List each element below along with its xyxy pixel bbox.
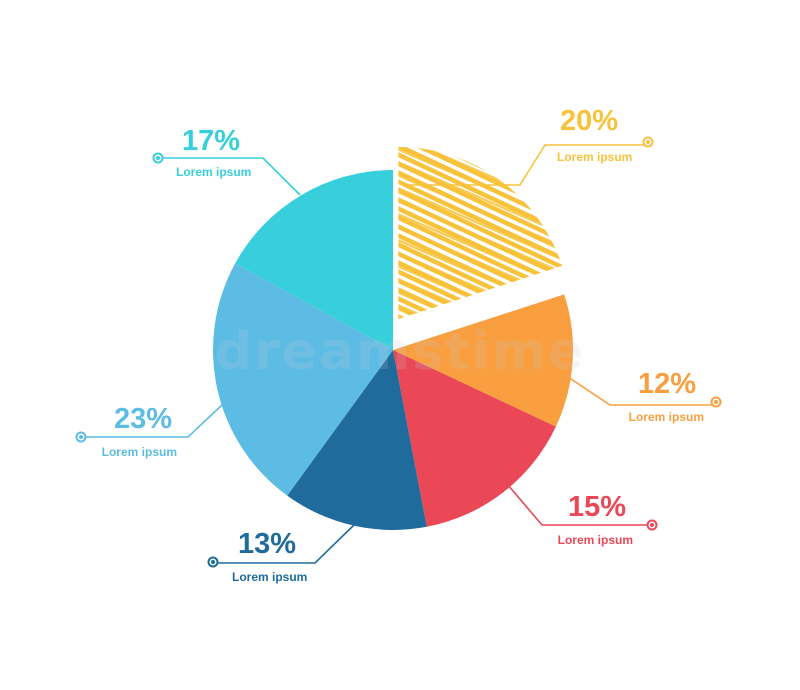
slice-percent-label: 13% [238, 528, 296, 560]
slice-3 [393, 350, 556, 527]
slice-percent-label: 23% [114, 403, 172, 435]
slice-sub-label: Lorem ipsum [176, 165, 251, 179]
slice-percent-label: 12% [638, 368, 696, 400]
leader-dot-center [714, 400, 718, 404]
pie-slices [212, 147, 573, 530]
slice-5 [212, 263, 393, 496]
slice-4 [287, 350, 427, 530]
leader-line [405, 144, 648, 186]
callout-2: 12% Lorem ipsum [564, 368, 722, 424]
leader-dot-center [156, 156, 160, 160]
callout-3: 15% Lorem ipsum [507, 484, 658, 547]
leader-dot-center [646, 140, 650, 144]
callout-6: 17% Lorem ipsum [152, 125, 301, 196]
slice-percent-label: 20% [560, 105, 618, 137]
slice-sub-label: Lorem ipsum [558, 533, 633, 547]
leader-dot-center [79, 435, 83, 439]
callout-1: 20% Lorem ipsum [405, 105, 654, 186]
slice-6 [235, 170, 393, 350]
leader-dot-center [211, 560, 215, 564]
leader-line [507, 484, 652, 526]
callouts: 20% Lorem ipsum 12% Lorem ipsum 15% Lorem ips… [75, 105, 722, 584]
slice-sub-label: Lorem ipsum [102, 445, 177, 459]
callout-5: 23% Lorem ipsum [75, 403, 223, 459]
slice-sub-label: Lorem ipsum [629, 410, 704, 424]
slice-percent-label: 15% [568, 491, 626, 523]
leader-dot-center [650, 523, 654, 527]
leader-line [564, 374, 715, 406]
callout-4: 13% Lorem ipsum [207, 523, 356, 584]
leader-line [82, 404, 223, 438]
slice-sub-label: Lorem ipsum [557, 150, 632, 164]
slice-2 [393, 294, 573, 427]
slice-percent-label: 17% [182, 125, 240, 157]
slice-sub-label: Lorem ipsum [232, 570, 307, 584]
leader-line [215, 523, 356, 564]
leader-line [158, 157, 301, 196]
